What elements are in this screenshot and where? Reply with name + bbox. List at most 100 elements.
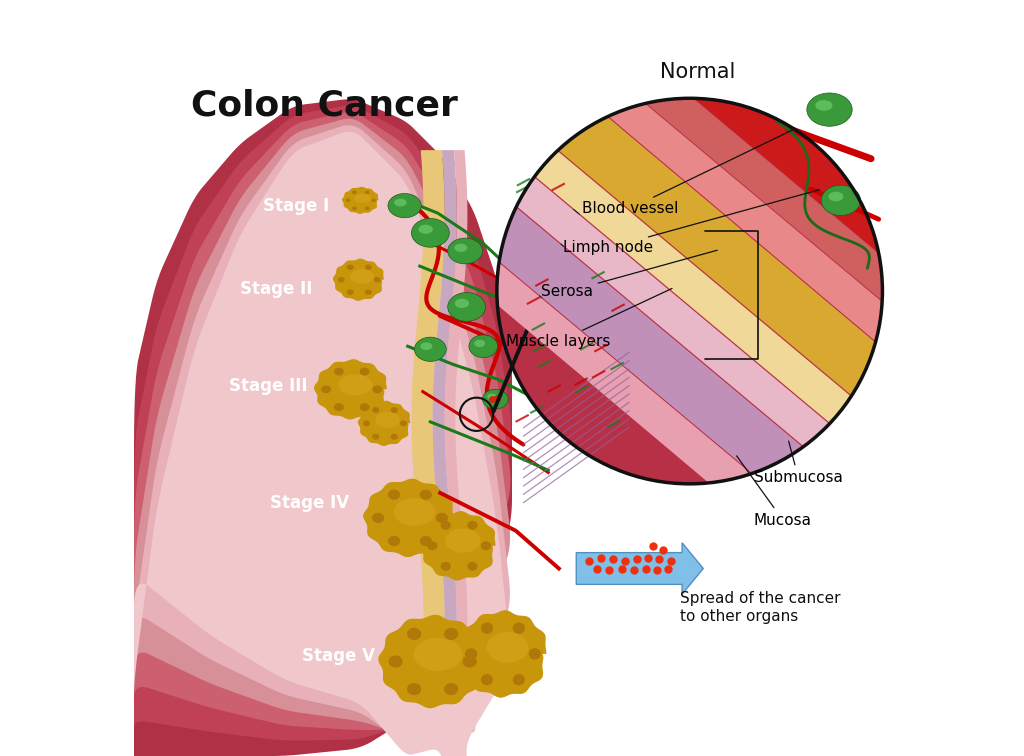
Ellipse shape [440,562,451,571]
Polygon shape [535,151,851,423]
Ellipse shape [821,185,860,215]
Polygon shape [694,98,879,253]
Text: Limph node: Limph node [563,190,819,256]
Polygon shape [378,615,483,708]
Ellipse shape [373,386,382,393]
Ellipse shape [388,655,402,668]
Ellipse shape [474,339,485,347]
Ellipse shape [407,683,421,696]
Ellipse shape [365,191,370,194]
Text: Spread of the cancer
to other organs: Spread of the cancer to other organs [680,591,841,624]
Ellipse shape [469,335,498,358]
Text: Colon Cancer: Colon Cancer [190,89,458,122]
Ellipse shape [807,93,852,126]
Polygon shape [432,150,457,689]
Text: Stage V: Stage V [302,647,375,665]
Ellipse shape [372,434,379,440]
Ellipse shape [388,490,400,500]
Polygon shape [516,177,829,446]
Polygon shape [134,100,512,756]
Ellipse shape [400,420,407,426]
Ellipse shape [347,265,353,270]
Ellipse shape [350,269,374,284]
Ellipse shape [376,412,400,428]
Ellipse shape [481,622,494,634]
Polygon shape [134,125,510,745]
Text: Mucosa: Mucosa [736,456,812,528]
Polygon shape [314,359,387,420]
Ellipse shape [345,199,350,202]
Ellipse shape [420,342,432,350]
Ellipse shape [412,218,450,247]
Ellipse shape [359,403,370,411]
Ellipse shape [414,638,463,671]
Ellipse shape [365,290,372,295]
Polygon shape [342,187,378,214]
Ellipse shape [407,627,421,640]
Polygon shape [608,104,882,342]
Ellipse shape [445,528,480,553]
Text: Submucosa: Submucosa [754,442,843,485]
Ellipse shape [372,513,384,523]
Ellipse shape [352,206,356,210]
Ellipse shape [480,541,490,550]
Ellipse shape [338,277,345,283]
Ellipse shape [339,374,373,395]
Ellipse shape [455,299,469,308]
Polygon shape [134,119,510,742]
Ellipse shape [322,386,331,393]
Ellipse shape [415,337,446,361]
Ellipse shape [481,674,494,686]
Polygon shape [444,150,467,689]
Ellipse shape [486,632,528,663]
Ellipse shape [444,627,458,640]
Ellipse shape [447,238,482,264]
Polygon shape [499,207,803,473]
Polygon shape [558,116,876,395]
Ellipse shape [487,394,497,400]
Ellipse shape [388,536,400,546]
Ellipse shape [465,648,477,660]
Ellipse shape [447,293,485,321]
Ellipse shape [391,434,397,440]
Ellipse shape [362,420,370,426]
Text: Blood vessel: Blood vessel [582,130,793,216]
Polygon shape [456,610,547,698]
Ellipse shape [359,367,370,376]
Ellipse shape [815,100,833,111]
Text: Stage I: Stage I [263,197,330,215]
Ellipse shape [467,521,477,530]
Text: Stage III: Stage III [229,376,308,395]
Ellipse shape [365,265,372,270]
Polygon shape [364,479,454,557]
Polygon shape [646,98,883,301]
Ellipse shape [334,367,344,376]
Polygon shape [412,150,444,689]
Circle shape [497,98,883,484]
Ellipse shape [352,191,356,194]
Text: Normal: Normal [659,62,735,82]
Ellipse shape [513,674,525,686]
Polygon shape [498,306,708,484]
Ellipse shape [528,648,541,660]
Polygon shape [497,262,752,483]
Ellipse shape [354,194,371,203]
Ellipse shape [463,655,477,668]
Polygon shape [134,132,510,756]
Ellipse shape [334,403,344,411]
Ellipse shape [347,290,353,295]
Ellipse shape [371,199,376,202]
Polygon shape [420,511,496,581]
Ellipse shape [482,389,508,409]
Ellipse shape [440,521,451,530]
Text: Serosa: Serosa [541,250,717,299]
Ellipse shape [455,243,467,252]
Ellipse shape [828,192,844,201]
FancyArrow shape [577,543,703,594]
Text: Muscle layers: Muscle layers [506,289,672,349]
Polygon shape [134,106,511,750]
Ellipse shape [394,199,407,206]
Ellipse shape [427,541,437,550]
Ellipse shape [420,490,432,500]
Ellipse shape [374,277,381,283]
